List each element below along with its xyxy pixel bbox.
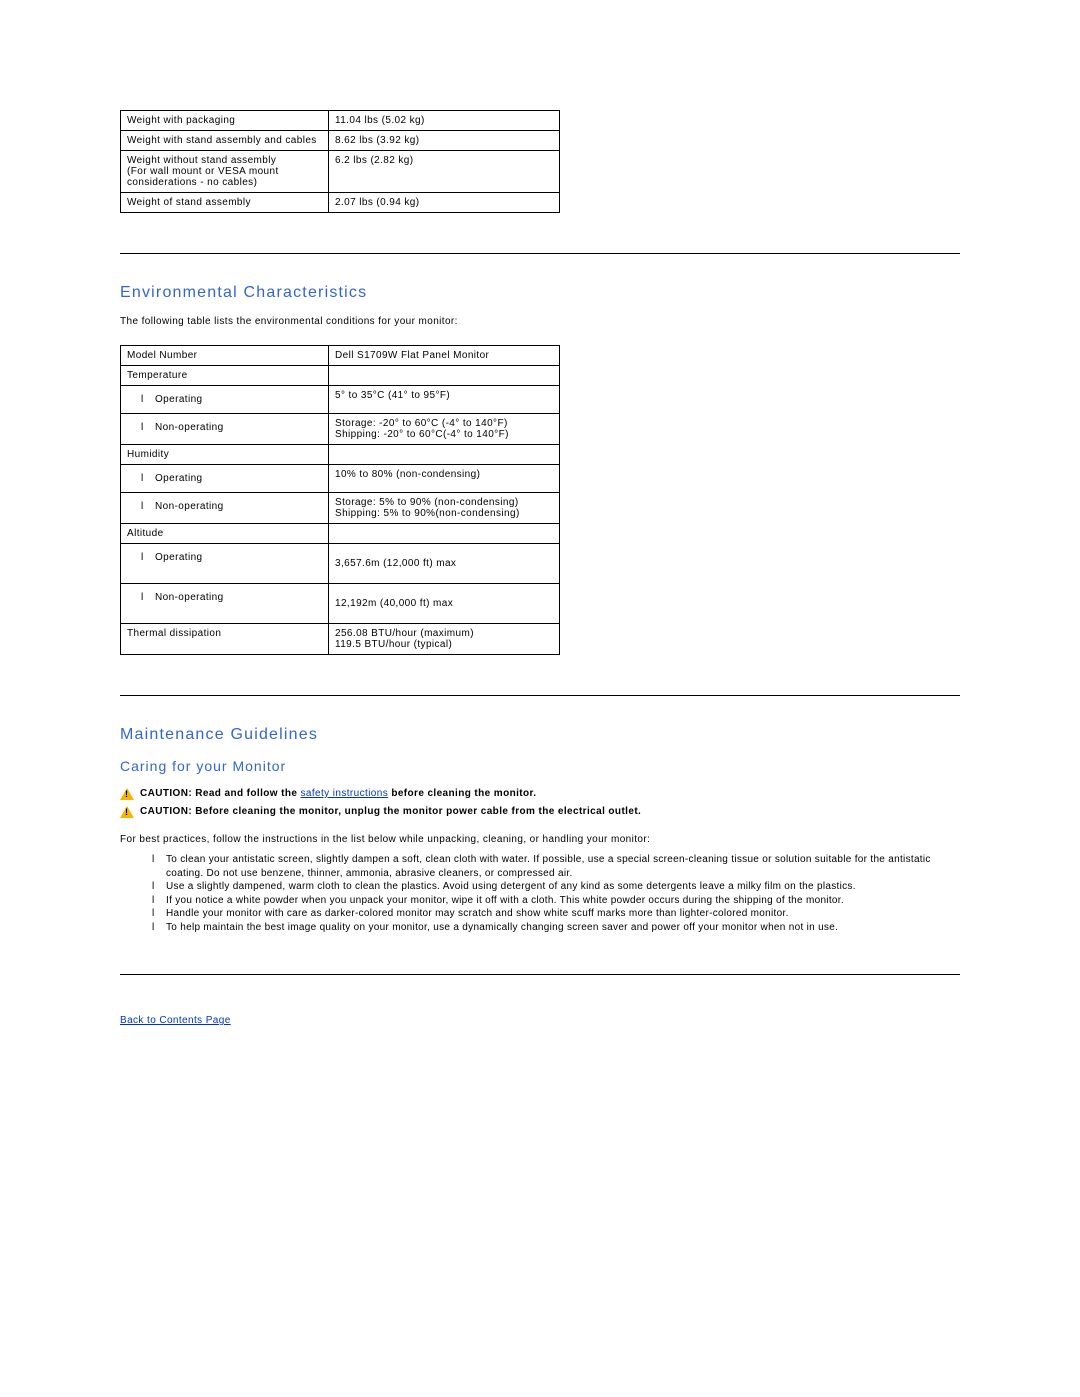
env-value: 3,657.6m (12,000 ft) max [329,544,560,584]
env-sub-cell: Operating [121,386,329,414]
env-value: 10% to 80% (non-condensing) [329,465,560,493]
env-group-label: Altitude [121,524,329,544]
env-group-label: Humidity [121,445,329,465]
back-link-container: Back to Contents Page [120,1015,960,1026]
env-sub-label: Operating [127,548,322,567]
table-row: Non-operating 12,192m (40,000 ft) max [121,584,560,624]
caution-text: CAUTION: Read and follow the safety inst… [140,788,536,799]
env-empty [329,445,560,465]
env-value: Dell S1709W Flat Panel Monitor [329,346,560,366]
env-sub-cell: Non-operating [121,493,329,524]
env-sub-label: Non-operating [127,418,322,437]
caring-heading: Caring for your Monitor [120,758,960,774]
table-row: Model Number Dell S1709W Flat Panel Moni… [121,346,560,366]
caution-1: CAUTION: Read and follow the safety inst… [120,788,960,800]
list-item: To help maintain the best image quality … [152,921,960,935]
env-sub-label: Non-operating [127,497,322,516]
table-row: Non-operating Storage: -20° to 60°C (-4°… [121,414,560,445]
weight-label: Weight of stand assembly [121,193,329,213]
env-sub-cell: Operating [121,465,329,493]
divider [120,974,960,975]
env-sub-cell: Non-operating [121,414,329,445]
env-value-line: Shipping: -20° to 60°C(-4° to 140°F) [335,429,553,440]
list-item: Use a slightly dampened, warm cloth to c… [152,880,960,894]
env-empty [329,524,560,544]
list-item: To clean your antistatic screen, slightl… [152,853,960,880]
env-value-line: 119.5 BTU/hour (typical) [335,639,553,650]
weight-value: 6.2 lbs (2.82 kg) [329,151,560,193]
list-item: If you notice a white powder when you un… [152,894,960,908]
table-row: Weight with stand assembly and cables 8.… [121,131,560,151]
best-practices-intro: For best practices, follow the instructi… [120,834,960,845]
env-sub-label: Operating [127,469,322,488]
divider [120,695,960,696]
env-value-line: Storage: -20° to 60°C (-4° to 140°F) [335,418,553,429]
env-value-line: Storage: 5% to 90% (non-condensing) [335,497,553,508]
table-row: Humidity [121,445,560,465]
weight-value: 8.62 lbs (3.92 kg) [329,131,560,151]
table-row: Operating 3,657.6m (12,000 ft) max [121,544,560,584]
weight-label: Weight without stand assembly (For wall … [121,151,329,193]
env-value-line: 256.08 BTU/hour (maximum) [335,628,553,639]
env-empty [329,366,560,386]
divider [120,253,960,254]
weight-label: Weight with packaging [121,111,329,131]
env-value: 12,192m (40,000 ft) max [329,584,560,624]
tips-list: To clean your antistatic screen, slightl… [120,853,960,934]
environmental-heading: Environmental Characteristics [120,284,960,302]
env-label: Model Number [121,346,329,366]
env-value: Storage: 5% to 90% (non-condensing) Ship… [329,493,560,524]
table-row: Weight without stand assembly (For wall … [121,151,560,193]
environmental-intro: The following table lists the environmen… [120,316,960,327]
env-value: Storage: -20° to 60°C (-4° to 140°F) Shi… [329,414,560,445]
safety-instructions-link[interactable]: safety instructions [301,788,389,799]
env-sub-label: Operating [127,390,322,409]
warning-icon [120,788,134,800]
weight-value: 11.04 lbs (5.02 kg) [329,111,560,131]
env-value: 256.08 BTU/hour (maximum) 119.5 BTU/hour… [329,624,560,655]
env-label: Thermal dissipation [121,624,329,655]
table-row: Operating 10% to 80% (non-condensing) [121,465,560,493]
caution-suffix: before cleaning the monitor. [388,788,536,799]
caution-text: CAUTION: Before cleaning the monitor, un… [140,806,641,817]
warning-icon [120,806,134,818]
env-value: 5° to 35°C (41° to 95°F) [329,386,560,414]
list-item: Handle your monitor with care as darker-… [152,907,960,921]
env-sub-label: Non-operating [127,588,322,607]
weight-value: 2.07 lbs (0.94 kg) [329,193,560,213]
table-row: Temperature [121,366,560,386]
table-row: Weight with packaging 11.04 lbs (5.02 kg… [121,111,560,131]
caution-prefix: CAUTION: Read and follow the [140,788,301,799]
env-group-label: Temperature [121,366,329,386]
env-value-line: Shipping: 5% to 90%(non-condensing) [335,508,553,519]
table-row: Operating 5° to 35°C (41° to 95°F) [121,386,560,414]
table-row: Altitude [121,524,560,544]
table-row: Weight of stand assembly 2.07 lbs (0.94 … [121,193,560,213]
env-sub-cell: Non-operating [121,584,329,624]
table-row: Thermal dissipation 256.08 BTU/hour (max… [121,624,560,655]
back-to-contents-link[interactable]: Back to Contents Page [120,1015,231,1026]
weight-table: Weight with packaging 11.04 lbs (5.02 kg… [120,110,560,213]
maintenance-heading: Maintenance Guidelines [120,726,960,744]
environmental-table: Model Number Dell S1709W Flat Panel Moni… [120,345,560,655]
weight-label: Weight with stand assembly and cables [121,131,329,151]
table-row: Non-operating Storage: 5% to 90% (non-co… [121,493,560,524]
caution-2: CAUTION: Before cleaning the monitor, un… [120,806,960,818]
env-sub-cell: Operating [121,544,329,584]
